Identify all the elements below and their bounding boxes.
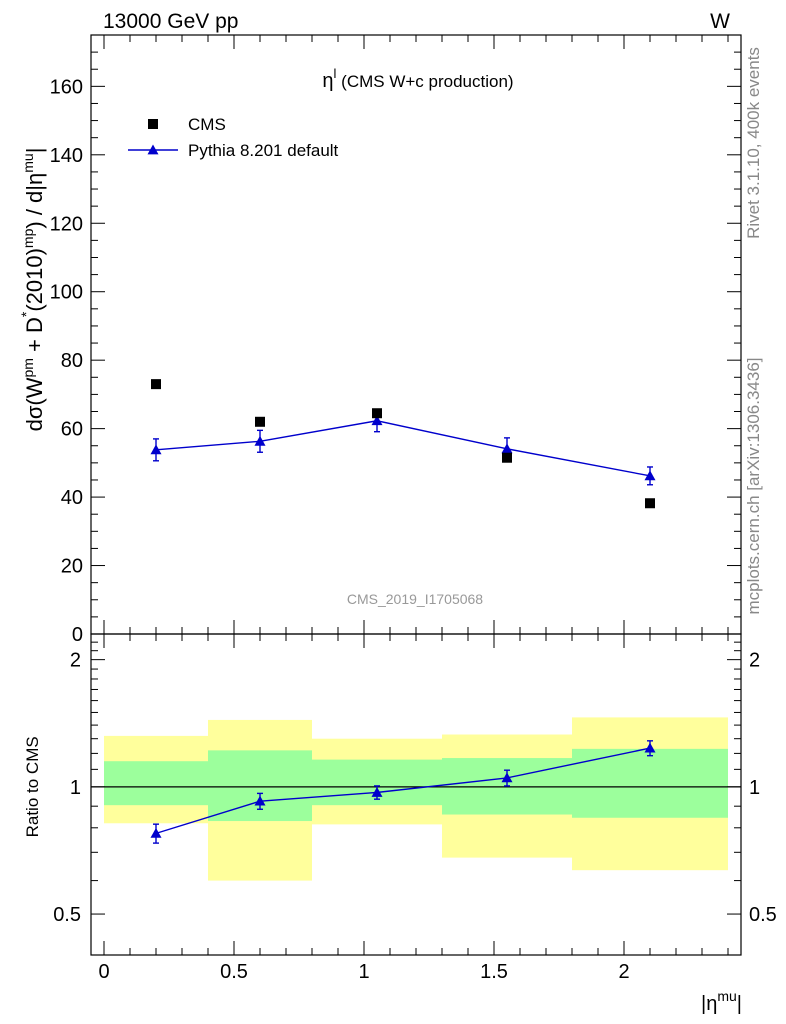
main-y-tick-label: 60 [61,419,83,441]
ratio-series-layer [150,740,656,844]
pythia-point [501,443,513,454]
ratio-uncertainty-bands [104,717,728,881]
main-y-tick-label: 0 [72,624,83,646]
pythia-line [155,420,651,477]
mcplots-label: mcplots.cern.ch [arXiv:1306.3436] [744,357,763,614]
ratio-y-tick-label-left: 0.5 [53,904,81,926]
main-y-tick-label: 160 [50,76,83,98]
analysis-watermark: CMS_2019_I1705068 [347,591,483,607]
ratio-band-inner [572,748,728,818]
ratio-pythia-point [644,742,656,753]
cms-point [502,452,512,463]
ratio-y-tick-label-right: 2 [749,650,760,672]
main-y-tick-label: 140 [50,145,83,167]
main-y-tick-label: 20 [61,556,83,578]
main-y-tick-label: 80 [61,350,83,372]
main-y-tick-label: 100 [50,282,83,304]
legend: CMS Pythia 8.201 default [128,115,339,160]
main-axis-ticks [91,34,741,635]
cms-point [645,498,655,509]
ratio-pythia-point [371,786,383,797]
ratio-y-tick-labels: 0.5 0.5 1 1 2 2 [53,650,777,926]
ratio-y-tick-label-right: 0.5 [749,904,777,926]
main-y-tick-labels: 0 20 40 60 80 100 120 140 160 [50,76,83,646]
x-tick-labels: 0 0.5 1 1.5 2 [98,961,629,983]
x-tick-label: 1.5 [480,961,508,983]
main-y-tick-label: 40 [61,487,83,509]
main-series-layer [150,379,656,509]
cms-point [151,379,161,390]
main-panel-title: ηl (CMS W+c production) [322,66,513,92]
legend-cms-marker [148,119,158,129]
x-tick-label: 0 [98,961,109,983]
ratio-y-tick-label-right: 1 [749,777,760,799]
ratio-band-inner [104,761,208,806]
pythia-point [371,415,383,426]
main-y-tick-label: 120 [50,213,83,235]
main-y-axis-label: dσ(Wpm + D*(2010)mp) / d|ηmu| [18,148,47,432]
rivet-label: Rivet 3.1.10, 400k events [744,47,763,239]
header-right: W [710,10,730,33]
x-tick-label: 0.5 [220,961,248,983]
ratio-band-inner [208,750,312,822]
ratio-y-tick-label-left: 2 [70,650,81,672]
ratio-panel: 0.5 0.5 1 1 2 2 0 0.5 1 1.5 2 Ratio to CMS |ηmu| [23,633,777,1015]
main-panel: 0 20 40 60 80 100 120 140 160 dσ(Wpm + D*(2010)m… [18,34,742,646]
legend-cms-label: CMS [188,115,226,134]
ratio-pythia-point [501,772,513,783]
pythia-point [254,435,266,446]
ratio-y-tick-label-left: 1 [70,777,81,799]
cms-point [372,408,382,419]
ratio-axis-ticks [91,634,741,955]
x-tick-label: 2 [618,961,629,983]
ratio-pythia-point [150,827,162,838]
ratio-pythia-point [254,795,266,806]
pythia-point [644,470,656,481]
legend-pythia-marker [147,144,159,155]
x-axis-label: |ηmu| [701,988,742,1015]
legend-pythia-label: Pythia 8.201 default [188,141,339,160]
ratio-y-axis-label: Ratio to CMS [23,736,42,837]
header-left: 13000 GeV pp [103,10,238,33]
cms-point [255,416,265,427]
x-tick-label: 1 [358,961,369,983]
pythia-point [150,444,162,455]
